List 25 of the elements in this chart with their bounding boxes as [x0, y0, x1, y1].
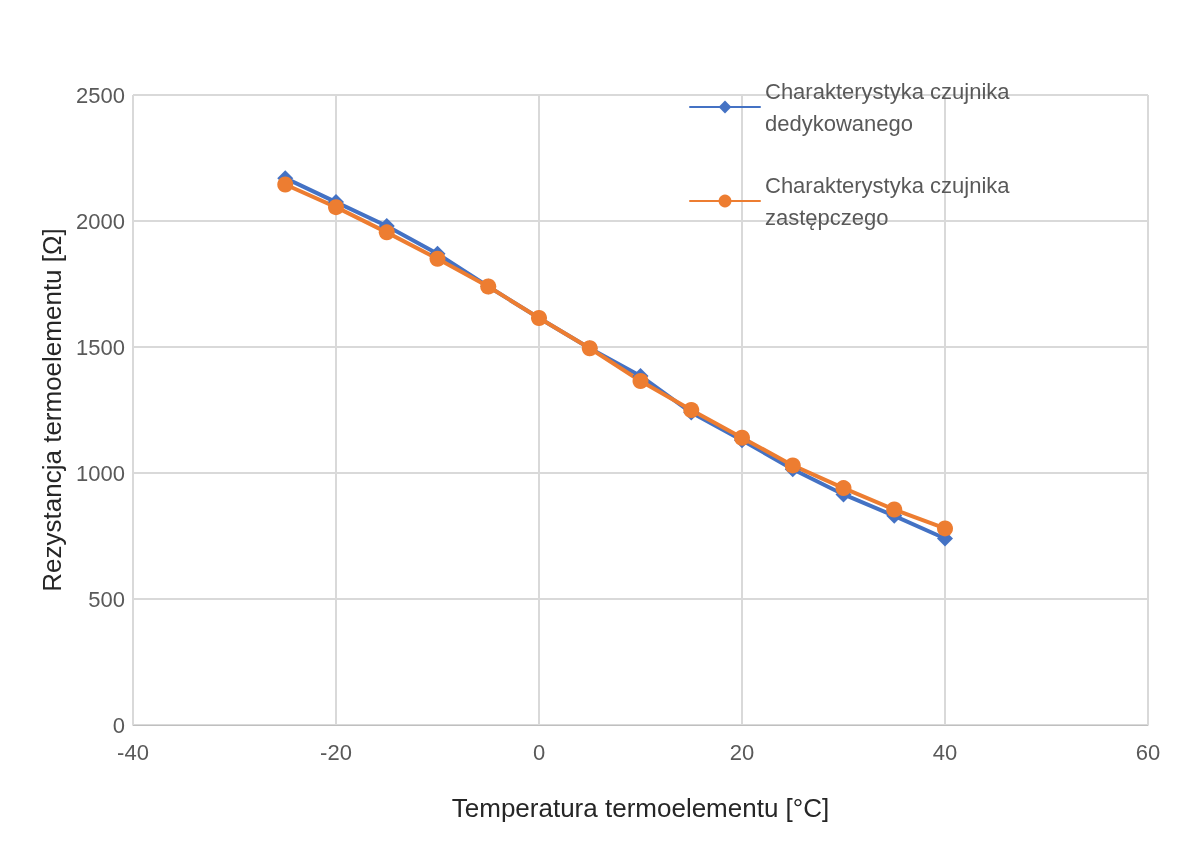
x-axis-title: Temperatura termoelementu [°C]: [451, 793, 830, 823]
legend-label: Charakterystyka czujnika zastępczego: [765, 172, 1011, 230]
point: [937, 520, 953, 537]
y-tick-label: 2500: [76, 82, 125, 108]
point: [886, 501, 903, 518]
point: [784, 457, 801, 474]
x-tick-label: 40: [932, 739, 958, 765]
y-tick-label: 1500: [76, 334, 125, 360]
point: [632, 373, 649, 390]
legend-label: Charakterystyka czujnika dedykowanego: [765, 78, 1011, 136]
point: [378, 224, 395, 241]
x-tick-label: -40: [117, 739, 149, 765]
y-tick-label: 0: [112, 712, 125, 738]
y-tick-label: 500: [88, 586, 125, 612]
x-tick-label: 0: [532, 739, 546, 765]
y-tick-label: 1000: [76, 460, 125, 486]
point: [328, 199, 344, 216]
point: [277, 176, 294, 193]
point: [429, 250, 446, 267]
point: [835, 480, 852, 497]
x-tick-label: -20: [320, 739, 352, 765]
y-tick-label: 2000: [76, 208, 125, 234]
x-tick-label: 60: [1135, 739, 1161, 765]
x-tick-label: 20: [729, 739, 755, 765]
y-axis-title: Rezystancja termoelementu [Ω]: [37, 228, 68, 592]
